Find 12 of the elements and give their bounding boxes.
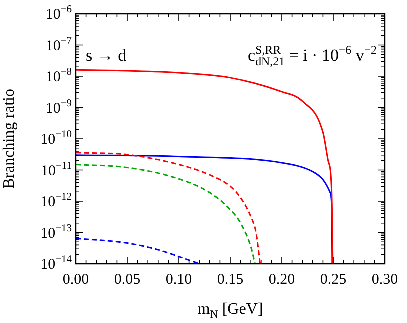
x-tick-label: 0.05 [114,272,141,288]
line-series [76,69,334,264]
x-tick-label: 0.25 [320,272,347,288]
line-series [76,238,200,264]
x-tick-label: 0.15 [217,272,244,288]
x-tick-label: 0.20 [268,272,296,288]
line-series [76,154,334,264]
x-tick-label: 0.30 [372,272,398,288]
x-tick-label: 0.00 [62,272,90,288]
y-axis-title: Branching ratio [1,89,18,189]
x-tick-label: 0.10 [166,272,192,288]
annotation: s → d [86,46,128,65]
